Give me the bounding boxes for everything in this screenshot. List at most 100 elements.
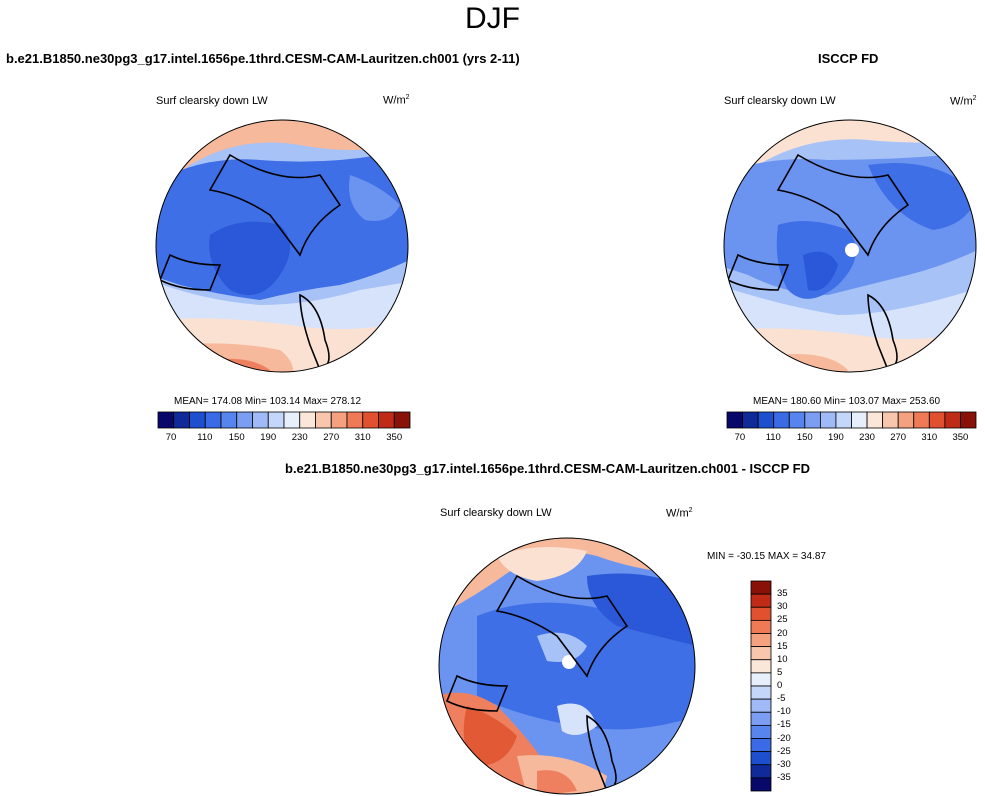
colorbar-tick-label: 20 xyxy=(777,627,788,639)
obs-units-label: W/m2 xyxy=(950,95,977,108)
colorbar-swatch xyxy=(750,672,772,687)
colorbar-swatch xyxy=(750,738,772,753)
colorbar-swatch xyxy=(866,411,884,429)
colorbar-swatch xyxy=(835,411,852,429)
colorbar-tick-label: 15 xyxy=(777,640,788,652)
diff-case-title: b.e21.B1850.ne30pg3_g17.intel.1656pe.1th… xyxy=(285,461,810,476)
colorbar-swatch xyxy=(882,411,899,429)
diff-colorbar-ticks: 35 30 25 20 15 10 5 0 -5 -10 -15 -20 -25 -30 -35 xyxy=(777,581,817,791)
colorbar-tick-label: 270 xyxy=(890,432,907,443)
colorbar-tick-label: 110 xyxy=(765,432,781,443)
colorbar-swatch xyxy=(750,633,772,648)
diff-colorbar xyxy=(750,580,772,792)
colorbar-tick-label: 10 xyxy=(777,653,788,665)
colorbar-swatch xyxy=(362,411,379,429)
colorbar-tick-label: 310 xyxy=(354,432,371,443)
diff-units-label: W/m2 xyxy=(666,507,693,520)
obs-stats: MEAN= 180.60 Min= 103.07 Max= 253.60 xyxy=(753,396,941,407)
colorbar-tick-label: 35 xyxy=(777,588,788,600)
colorbar-tick-label: 230 xyxy=(859,432,875,443)
colorbar-swatch xyxy=(819,411,837,429)
colorbar-tick-label: 110 xyxy=(197,432,213,443)
colorbar-tick-label: 270 xyxy=(323,432,340,443)
model-colorbar xyxy=(157,411,411,429)
colorbar-swatch xyxy=(750,711,772,726)
colorbar-tick-label: 190 xyxy=(260,432,277,443)
colorbar-swatch xyxy=(204,411,222,429)
colorbar-swatch xyxy=(851,411,868,429)
colorbar-swatch xyxy=(944,411,961,429)
colorbar-tick-label: 70 xyxy=(734,432,746,443)
obs-variable-label: Surf clearsky down LW xyxy=(724,95,836,107)
model-colorbar-ticks: 70 110 150 190 230 270 310 350 xyxy=(158,432,410,444)
colorbar-swatch xyxy=(750,606,772,621)
colorbar-tick-label: -30 xyxy=(777,758,791,770)
colorbar-tick-label: 350 xyxy=(386,432,403,443)
colorbar-swatch xyxy=(742,411,759,429)
colorbar-swatch xyxy=(750,685,772,700)
colorbar-tick-label: 0 xyxy=(777,680,783,691)
model-polar-map xyxy=(155,119,409,373)
colorbar-swatch xyxy=(189,411,206,429)
colorbar-swatch xyxy=(750,593,772,608)
obs-case-title: ISCCP FD xyxy=(818,51,879,66)
colorbar-swatch xyxy=(283,411,301,429)
colorbar-tick-label: -25 xyxy=(777,745,791,757)
colorbar-swatch xyxy=(330,411,348,429)
obs-colorbar-ticks: 70 110 150 190 230 270 310 350 xyxy=(727,432,976,444)
colorbar-swatch xyxy=(750,724,772,739)
colorbar-swatch xyxy=(299,411,316,429)
colorbar-swatch xyxy=(804,411,821,429)
colorbar-swatch xyxy=(173,411,190,429)
colorbar-tick-label: 350 xyxy=(952,432,969,443)
colorbar-swatch xyxy=(913,411,930,429)
colorbar-tick-label: 70 xyxy=(165,432,177,443)
diff-stats: MIN = -30.15 MAX = 34.87 xyxy=(707,551,826,562)
colorbar-swatch xyxy=(220,411,238,429)
diff-variable-label: Surf clearsky down LW xyxy=(440,507,552,519)
colorbar-tick-label: 30 xyxy=(777,601,788,613)
colorbar-swatch xyxy=(157,411,175,429)
colorbar-swatch xyxy=(346,411,364,429)
colorbar-tick-label: 150 xyxy=(796,432,813,443)
colorbar-swatch xyxy=(750,764,772,779)
model-units-label: W/m2 xyxy=(383,94,410,107)
obs-colorbar xyxy=(726,411,977,429)
colorbar-swatch xyxy=(928,411,946,429)
colorbar-tick-label: 190 xyxy=(827,432,844,443)
colorbar-swatch xyxy=(773,411,790,429)
colorbar-swatch xyxy=(750,777,772,792)
colorbar-tick-label: 25 xyxy=(777,614,788,626)
colorbar-swatch xyxy=(750,751,772,766)
colorbar-tick-label: -10 xyxy=(777,706,791,718)
colorbar-swatch xyxy=(750,659,772,674)
colorbar-swatch xyxy=(750,619,772,634)
colorbar-swatch xyxy=(236,411,253,429)
colorbar-swatch xyxy=(378,411,395,429)
colorbar-tick-label: 5 xyxy=(777,666,783,678)
colorbar-swatch xyxy=(393,411,411,429)
colorbar-swatch xyxy=(750,698,772,713)
colorbar-swatch xyxy=(726,411,743,429)
colorbar-swatch xyxy=(750,646,772,661)
colorbar-swatch xyxy=(267,411,285,429)
colorbar-swatch xyxy=(788,411,806,429)
obs-polar-map xyxy=(723,119,977,373)
model-case-title: b.e21.B1850.ne30pg3_g17.intel.1656pe.1th… xyxy=(6,51,520,66)
season-title: DJF xyxy=(465,2,520,35)
colorbar-tick-label: -20 xyxy=(777,732,791,744)
diff-polar-map xyxy=(438,537,696,795)
model-variable-label: Surf clearsky down LW xyxy=(156,95,268,107)
colorbar-tick-label: -5 xyxy=(777,693,786,705)
colorbar-tick-label: -15 xyxy=(777,719,791,731)
model-stats: MEAN= 174.08 Min= 103.14 Max= 278.12 xyxy=(174,396,362,407)
colorbar-swatch xyxy=(757,411,775,429)
colorbar-swatch xyxy=(960,411,977,429)
colorbar-tick-label: 310 xyxy=(921,432,938,443)
colorbar-swatch xyxy=(750,580,772,595)
colorbar-tick-label: 230 xyxy=(291,432,308,443)
colorbar-swatch xyxy=(315,411,332,429)
colorbar-tick-label: 150 xyxy=(228,432,245,443)
colorbar-swatch xyxy=(252,411,269,429)
colorbar-tick-label: -35 xyxy=(777,771,791,783)
